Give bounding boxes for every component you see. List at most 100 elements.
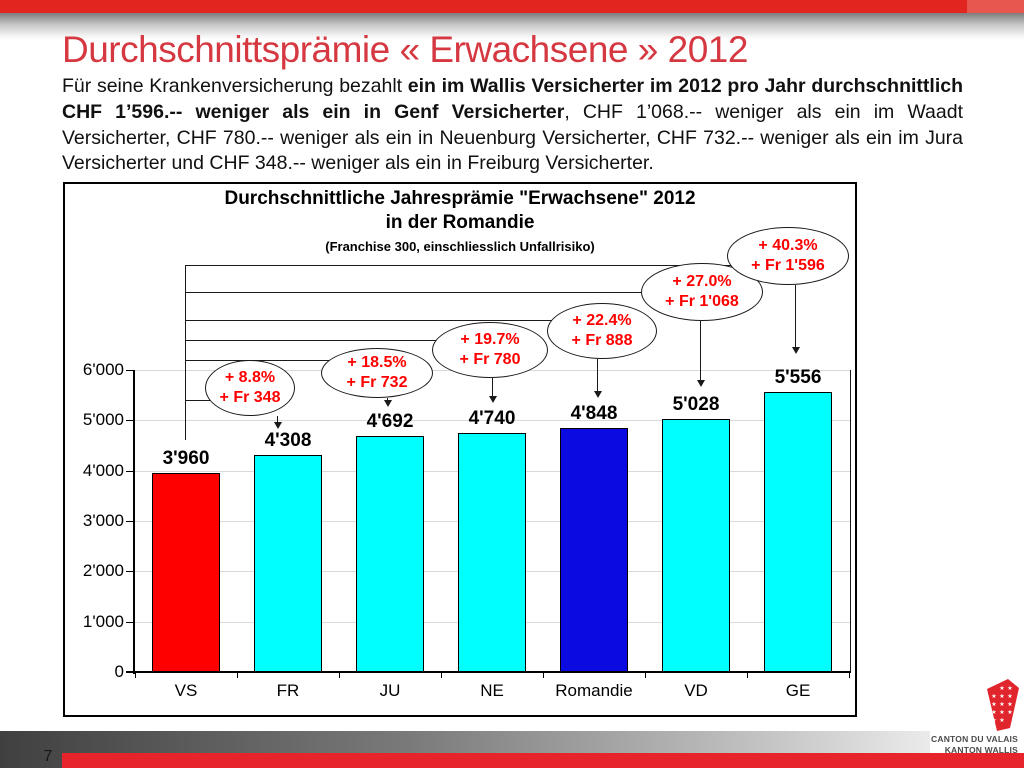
svg-text:★: ★ bbox=[1007, 693, 1012, 700]
callout-arrow-head-icon bbox=[274, 422, 282, 429]
bracket-stem-line bbox=[185, 265, 186, 440]
canton-valais-logo: ★ ★ ★ ★ ★ ★ ★ ★ ★ ★ ★ ★ ★ CANTON DU VALAIS KANTON … bbox=[930, 640, 1024, 755]
bracket-line-ne bbox=[185, 340, 438, 341]
bar-vs bbox=[152, 473, 220, 672]
callout-arrow-line bbox=[277, 416, 278, 422]
y-tick-label: 2'000 bbox=[82, 561, 124, 580]
callout-romandie: + 22.4% + Fr 888 bbox=[547, 303, 657, 359]
y-tick-label: 3'000 bbox=[82, 511, 124, 530]
top-red-bar bbox=[0, 0, 1024, 13]
x-tick bbox=[543, 672, 544, 678]
callout-amount: + Fr 348 bbox=[219, 389, 281, 406]
callout-percent: + 8.8% bbox=[224, 369, 276, 386]
y-tick bbox=[126, 370, 134, 371]
y-axis-line bbox=[133, 370, 135, 674]
y-tick bbox=[126, 672, 134, 673]
svg-text:★: ★ bbox=[999, 693, 1004, 700]
svg-text:★: ★ bbox=[999, 709, 1004, 716]
bar-fr bbox=[254, 455, 322, 672]
callout-ju: + 18.5% + Fr 732 bbox=[321, 348, 433, 398]
bracket-line-romandie bbox=[185, 320, 553, 321]
x-category-label: NE bbox=[480, 681, 504, 700]
intro-text-bold: ein im Wallis Versicherter im 2012 pro J… bbox=[62, 75, 964, 123]
bar-vd bbox=[662, 419, 730, 672]
callout-ne: + 19.7% + Fr 780 bbox=[432, 322, 548, 378]
intro-paragraph: Für seine Krankenversicherung bezahlt ei… bbox=[62, 74, 963, 177]
intro-text-regular: Für seine Krankenversicherung bezahlt bbox=[62, 75, 408, 97]
bar-ju bbox=[356, 436, 424, 672]
canton-logo-text-de: KANTON WALLIS bbox=[944, 744, 1018, 755]
bar-value-label: 4'692 bbox=[366, 411, 414, 432]
bracket-line-fr bbox=[185, 400, 211, 401]
y-tick bbox=[126, 471, 134, 472]
x-tick bbox=[441, 672, 442, 678]
svg-text:★: ★ bbox=[1007, 701, 1012, 708]
valais-star-banner-icon: ★★★★ ★★★★★ ★★★★ bbox=[987, 679, 1019, 731]
bar-value-label: 4'308 bbox=[264, 430, 312, 451]
chart-subtitle: (Franchise 300, einschliesslich Unfallri… bbox=[325, 239, 595, 254]
svg-text:★: ★ bbox=[991, 701, 996, 708]
callout-arrow-line bbox=[597, 359, 598, 391]
y-tick bbox=[126, 622, 134, 623]
svg-text:★: ★ bbox=[999, 701, 1004, 708]
svg-text:★: ★ bbox=[991, 717, 996, 724]
svg-text:★: ★ bbox=[991, 693, 996, 700]
bar-value-label: 5'028 bbox=[672, 394, 720, 415]
bar-value-label: 3'960 bbox=[162, 448, 210, 469]
x-tick bbox=[645, 672, 646, 678]
x-tick bbox=[237, 672, 238, 678]
callout-percent: + 18.5% bbox=[347, 354, 407, 371]
callout-arrow-head-icon bbox=[384, 400, 392, 407]
callout-amount: + Fr 1'596 bbox=[751, 257, 825, 274]
x-axis-line bbox=[126, 671, 851, 673]
x-tick bbox=[849, 672, 850, 678]
svg-text:★: ★ bbox=[991, 709, 996, 716]
y-tick-label: 6'000 bbox=[82, 360, 124, 379]
plot-right-border bbox=[850, 370, 851, 672]
x-category-label: VS bbox=[174, 681, 198, 700]
page-title: Durchschnittsprämie « Erwachsene » 2012 bbox=[62, 29, 748, 70]
callout-percent: + 19.7% bbox=[460, 331, 520, 348]
bracket-line-vd bbox=[185, 292, 643, 293]
callout-percent: + 40.3% bbox=[758, 237, 818, 254]
y-tick bbox=[126, 521, 134, 522]
top-gradient-band bbox=[0, 13, 1024, 40]
bar-romandie bbox=[560, 428, 628, 672]
x-tick bbox=[135, 672, 136, 678]
canton-logo-text: CANTON DU VALAIS KANTON WALLIS bbox=[931, 734, 1018, 755]
callout-arrow-line bbox=[387, 398, 388, 400]
callout-amount: + Fr 888 bbox=[571, 332, 633, 349]
y-tick-label: 0 bbox=[114, 662, 124, 681]
x-category-label: FR bbox=[276, 681, 300, 700]
y-tick bbox=[126, 420, 134, 421]
callout-arrow-line bbox=[795, 285, 796, 347]
bar-ge bbox=[764, 392, 832, 672]
callout-arrow-head-icon bbox=[594, 391, 602, 398]
bar-value-label: 5'556 bbox=[774, 367, 822, 388]
x-tick bbox=[747, 672, 748, 678]
callout-amount: + Fr 732 bbox=[346, 374, 408, 391]
x-category-label: Romandie bbox=[555, 681, 633, 700]
chart-title-line2: in der Romandie bbox=[385, 212, 535, 233]
callout-amount: + Fr 780 bbox=[459, 351, 521, 368]
top-red-bar-light-segment bbox=[967, 0, 1024, 13]
chart-title-line1: Durchschnittliche Jahresprämie "Erwachse… bbox=[224, 188, 696, 209]
canton-logo-text-fr: CANTON DU VALAIS bbox=[931, 734, 1018, 744]
bracket-line-ge bbox=[185, 265, 732, 266]
x-category-label: GE bbox=[785, 681, 811, 700]
callout-arrow-head-icon bbox=[489, 396, 497, 403]
x-category-label: JU bbox=[379, 681, 401, 700]
svg-text:★: ★ bbox=[999, 685, 1004, 692]
callout-percent: + 27.0% bbox=[672, 273, 732, 290]
callout-arrow-line bbox=[492, 378, 493, 396]
x-tick bbox=[339, 672, 340, 678]
callout-percent: + 22.4% bbox=[572, 312, 632, 329]
callout-fr: + 8.8% + Fr 348 bbox=[205, 360, 295, 416]
y-tick-label: 5'000 bbox=[82, 410, 124, 429]
svg-text:★: ★ bbox=[999, 717, 1004, 724]
svg-text:★: ★ bbox=[1007, 685, 1012, 692]
bar-ne bbox=[458, 433, 526, 672]
y-tick-label: 1'000 bbox=[82, 612, 124, 631]
